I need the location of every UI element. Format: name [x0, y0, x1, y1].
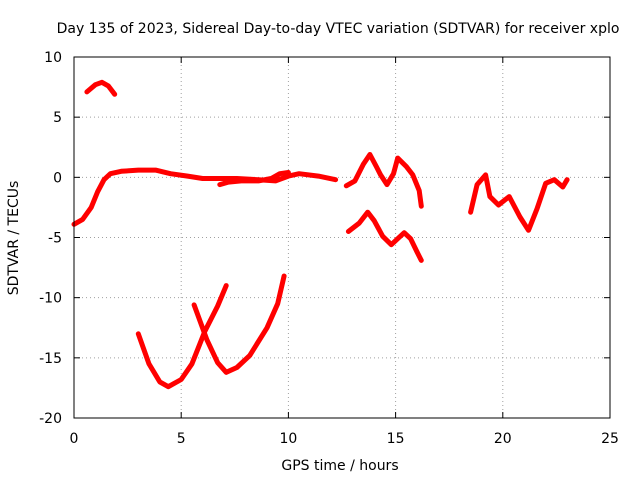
series-track-7	[191, 273, 287, 375]
y-tick-label: 5	[53, 110, 62, 126]
y-tick-label: -10	[39, 291, 62, 307]
series-track-2	[84, 79, 118, 97]
x-tick-label: 5	[177, 431, 186, 447]
y-tick-label: 10	[44, 50, 62, 66]
chart-title: Day 135 of 2023, Sidereal Day-to-day VTE…	[57, 21, 620, 37]
x-tick-label: 25	[601, 431, 619, 447]
axis-ticks: 0 5 10 15 20 25 -20 -15 -10 -5 0 5 10	[39, 50, 619, 447]
y-axis-label: SDTVAR / TECUs	[6, 181, 22, 296]
x-tick-label: 0	[70, 431, 79, 447]
series-track-1	[71, 167, 339, 227]
x-tick-label: 10	[279, 431, 297, 447]
series-track-8	[468, 172, 570, 233]
plot-frame	[73, 56, 611, 419]
y-tick-label: -15	[39, 351, 62, 367]
series-track-3	[217, 170, 291, 188]
data-series	[71, 79, 570, 390]
y-tick-label: -20	[39, 411, 62, 427]
x-tick-label: 20	[494, 431, 512, 447]
y-tick-label: 0	[53, 170, 62, 186]
y-tick-label: -5	[48, 231, 62, 247]
series-track-6	[135, 283, 229, 390]
x-tick-label: 15	[387, 431, 405, 447]
series-track-5	[345, 209, 424, 263]
series-track-4	[343, 152, 424, 209]
grid-lines	[74, 57, 610, 418]
x-axis-label: GPS time / hours	[281, 458, 398, 474]
